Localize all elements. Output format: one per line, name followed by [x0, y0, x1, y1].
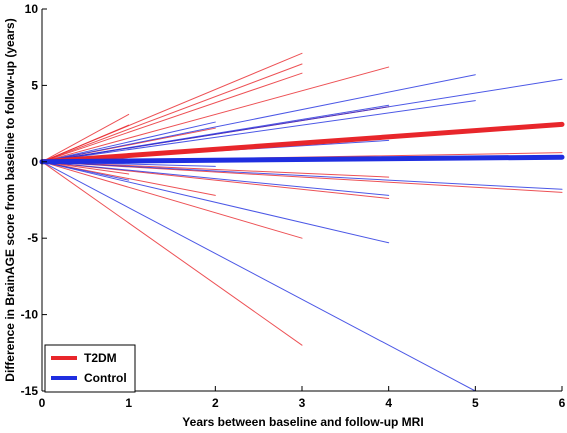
ticks-layer: 0 1 2 3 4 5 6 -15 -10 -5 0 5 10: [21, 2, 566, 410]
t2dm-subject-line-5: [41, 124, 130, 163]
legend: T2DM Control: [44, 344, 136, 393]
x-tick-label: 5: [472, 396, 479, 410]
t2dm-subject-line-10: [41, 161, 563, 193]
y-tick-label: 10: [25, 2, 39, 16]
control-subject-line-11: [41, 161, 476, 392]
y-tick-label: 0: [31, 155, 38, 169]
x-axis-label: Years between baseline and follow-up MRI: [182, 415, 423, 429]
t2dm-mean-line: [39, 121, 565, 165]
x-tick-label: 6: [559, 396, 566, 410]
t2dm-subject-line-11: [41, 161, 390, 199]
control-subject-line-0: [41, 74, 476, 163]
x-tick-label: 4: [385, 396, 392, 410]
t2dm-subject-line-4: [41, 72, 303, 163]
control-subject-line-4: [41, 121, 216, 163]
x-tick-label: 0: [39, 396, 46, 410]
control-subject-line-2: [41, 100, 476, 163]
legend-box: [44, 344, 136, 393]
t2dm-subject-line-3: [41, 113, 130, 163]
y-tick-label: 5: [31, 78, 38, 92]
y-axis-label: Difference in BrainAGE score from baseli…: [3, 18, 17, 381]
control-subject-line-8: [41, 161, 563, 190]
y-tick-label: -10: [21, 308, 39, 322]
t2dm-subject-line-14: [41, 161, 303, 346]
legend-label-control: Control: [84, 371, 127, 385]
x-tick-label: 3: [299, 396, 306, 410]
x-tick-label: 1: [125, 396, 132, 410]
t2dm-subject-line-1: [41, 63, 303, 163]
t2dm-subject-line-9: [41, 161, 390, 178]
control-subject-line-3: [41, 104, 390, 163]
control-mean-line: [39, 154, 565, 165]
lines-layer: [39, 52, 565, 392]
t2dm-subject-line-2: [41, 66, 390, 163]
legend-label-t2dm: T2DM: [84, 351, 117, 365]
control-subject-line-10: [41, 161, 390, 244]
x-tick-label: 2: [212, 396, 219, 410]
y-tick-label: -5: [27, 231, 38, 245]
y-tick-label: -15: [21, 384, 39, 398]
t2dm-subject-line-13: [41, 161, 303, 239]
control-subject-line-7: [41, 161, 390, 196]
